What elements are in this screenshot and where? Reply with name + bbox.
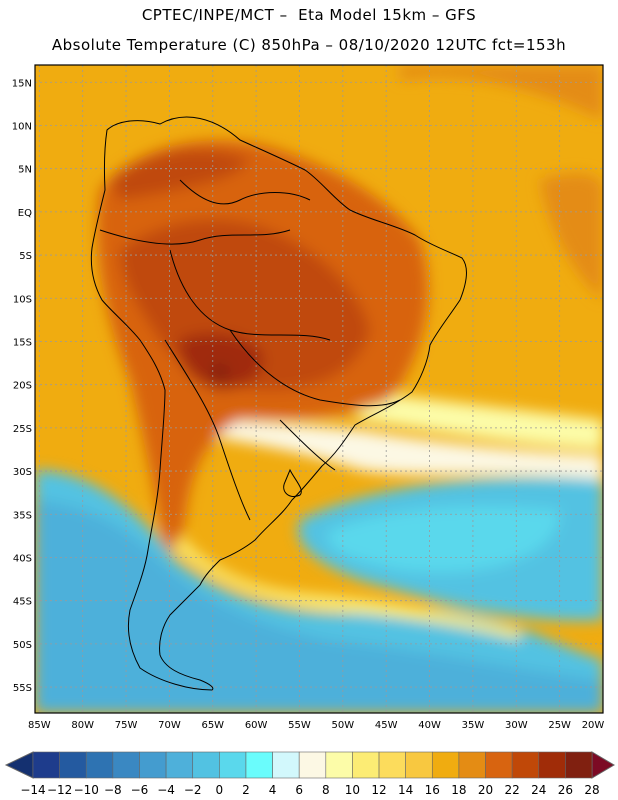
colorbar-swatch (565, 751, 593, 779)
colorbar-swatch (405, 751, 433, 779)
colorbar-swatch (59, 751, 87, 779)
lat-tick-label: 5N (18, 165, 32, 176)
lat-tick-label: 25S (13, 424, 32, 435)
colorbar-label: −12 (47, 783, 72, 797)
temperature-map: 15N 10N 5N EQ 5S 10S 15S 20S 25S 30S 35S 40S 45S 50S 5… (12, 64, 604, 731)
colorbar-swatch (298, 751, 327, 779)
lon-tick-label: 60W (245, 720, 268, 731)
colorbar-label: 28 (584, 783, 599, 797)
colorbar-swatch (219, 751, 247, 779)
colorbar-label: 10 (345, 783, 360, 797)
lon-tick-label: 55W (288, 720, 311, 731)
colorbar-label: −2 (184, 783, 202, 797)
colorbar-label: 26 (558, 783, 573, 797)
lat-tick-label: 50S (13, 640, 32, 651)
colorbar-label: −10 (74, 783, 99, 797)
colorbar-swatch (325, 751, 353, 779)
colorbar-swatch (272, 751, 300, 779)
colorbar-min-arrow (4, 751, 34, 779)
lat-tick-label: 15N (12, 78, 32, 89)
colorbar-label: 8 (322, 783, 330, 797)
colorbar-swatch (538, 751, 566, 779)
colorbar-label: 6 (295, 783, 303, 797)
colorbar-swatch (112, 751, 140, 779)
temperature-field (35, 65, 603, 713)
lon-tick-label: 70W (158, 720, 181, 731)
lon-tick-label: 50W (332, 720, 355, 731)
latitude-labels: 15N 10N 5N EQ 5S 10S 15S 20S 25S 30S 35S 40S 45S 50S 5… (12, 78, 32, 694)
colorbar-swatch (458, 751, 486, 779)
colorbar-swatch (431, 751, 460, 779)
colorbar-labels: −14 −12 −10 −8 −6 −4 −2 0 2 4 6 8 10 12 14 16 18 20 22 24 26… (20, 783, 599, 797)
colorbar-label: 20 (478, 783, 493, 797)
colorbar-label: 14 (398, 783, 413, 797)
chart-title: CPTEC/INPE/MCT – Eta Model 15km – GFS (141, 6, 477, 24)
colorbar-swatch (85, 751, 114, 779)
colorbar: −14 −12 −10 −8 −6 −4 −2 0 2 4 6 8 10 12 14 16 18 20 22 24 26… (4, 751, 615, 797)
colorbar-label: −14 (20, 783, 45, 797)
colorbar-label: 22 (505, 783, 520, 797)
colorbar-label: 16 (425, 783, 440, 797)
lon-tick-label: 45W (375, 720, 398, 731)
lat-tick-label: 45S (13, 597, 32, 608)
lat-tick-label: 55S (13, 683, 32, 694)
colorbar-label: 2 (242, 783, 250, 797)
map-grid (35, 65, 603, 713)
longitude-labels: 85W 80W 75W 70W 65W 60W 55W 50W 45W 40W 35W 30W 25W 2… (28, 720, 604, 731)
lon-tick-label: 85W (28, 720, 51, 731)
colorbar-label: −8 (104, 783, 122, 797)
colorbar-swatch (352, 751, 380, 779)
colorbar-swatch (139, 751, 167, 779)
lon-tick-label: 80W (71, 720, 94, 731)
colorbar-swatch (378, 751, 406, 779)
colorbar-swatch (245, 751, 273, 779)
lat-tick-label: EQ (18, 208, 32, 219)
colorbar-label: −4 (157, 783, 175, 797)
lon-tick-label: 65W (201, 720, 224, 731)
colorbar-swatch (485, 751, 513, 779)
lon-tick-label: 35W (462, 720, 485, 731)
colorbar-swatch (165, 751, 194, 779)
colorbar-label: 0 (216, 783, 224, 797)
colorbar-swatch (192, 751, 220, 779)
colorbar-swatch (511, 751, 540, 779)
lat-tick-label: 35S (13, 510, 32, 521)
colorbar-label: 4 (269, 783, 277, 797)
colorbar-label: 18 (451, 783, 466, 797)
lat-tick-label: 10S (13, 294, 32, 305)
lon-tick-label: 25W (548, 720, 571, 731)
lon-tick-label: 40W (418, 720, 441, 731)
lon-tick-label: 75W (115, 720, 138, 731)
lat-tick-label: 10N (12, 121, 32, 132)
lat-tick-label: 5S (19, 251, 32, 262)
lon-tick-label: 20W (582, 720, 605, 731)
colorbar-label: −6 (131, 783, 149, 797)
colorbar-boxes (4, 751, 615, 779)
colorbar-swatch (32, 751, 60, 779)
coastlines (90, 116, 467, 691)
lat-tick-label: 40S (13, 553, 32, 564)
lat-tick-label: 30S (13, 467, 32, 478)
map-frame (34, 64, 604, 714)
colorbar-max-arrow (591, 751, 615, 779)
lon-tick-label: 30W (505, 720, 528, 731)
chart-subtitle: Absolute Temperature (C) 850hPa – 08/10/… (51, 36, 567, 54)
colorbar-label: 12 (371, 783, 386, 797)
colorbar-label: 24 (531, 783, 546, 797)
lat-tick-label: 15S (13, 337, 32, 348)
lat-tick-label: 20S (13, 381, 32, 392)
